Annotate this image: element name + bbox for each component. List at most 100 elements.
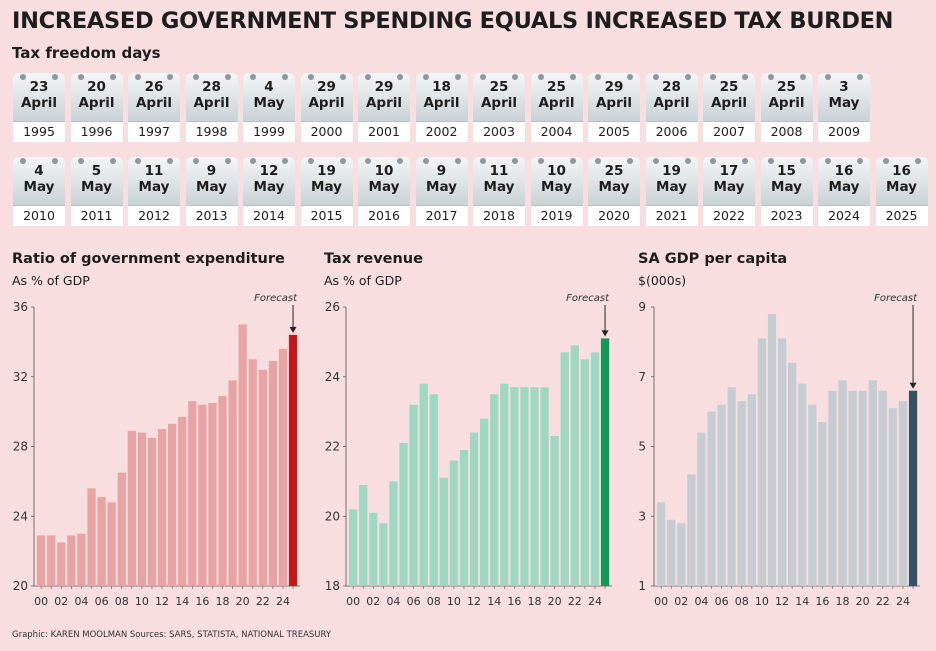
- calendar-2021: 19 May 2021: [645, 157, 698, 227]
- calendar-year: 2006: [645, 121, 698, 142]
- calendar-2014: 12 May 2014: [243, 157, 295, 227]
- calendar-year: 2012: [128, 205, 180, 226]
- calendar-day: 15: [777, 163, 796, 179]
- calendar-day: 25: [777, 79, 796, 95]
- bar-12: [157, 429, 167, 586]
- calendar-year: 2000: [300, 121, 353, 142]
- bar-03: [67, 535, 76, 586]
- calendar-2001: 29 April 2001: [358, 73, 410, 143]
- bar-16: [510, 387, 519, 586]
- calendar-month: April: [595, 95, 633, 111]
- calendar-year: 2004: [530, 121, 583, 142]
- calendar-date: 28 April: [185, 73, 238, 121]
- calendar-2003: 25 April 2003: [473, 73, 525, 143]
- calendar-month: May: [253, 179, 285, 195]
- bar-21: [868, 380, 877, 586]
- x-tick-label: 08: [735, 595, 749, 608]
- calendar-year: 1999: [243, 121, 295, 142]
- bar-09: [747, 394, 756, 586]
- calendar-1999: 4 May 1999: [243, 73, 295, 143]
- x-tick-label: 06: [715, 595, 729, 608]
- calendar-date: 12 May: [243, 157, 295, 205]
- calendar-2012: 11 May 2012: [128, 157, 180, 227]
- calendar-month: April: [308, 95, 345, 111]
- calendar-year: 1998: [185, 121, 238, 142]
- bar-20: [550, 436, 559, 586]
- bar-18: [218, 395, 227, 586]
- x-tick-label: 20: [856, 595, 870, 608]
- x-tick-label: 22: [876, 595, 890, 608]
- calendar-date: 19 May: [645, 157, 698, 205]
- expenditure-title: Ratio of government expenditure: [12, 251, 285, 267]
- calendar-day: 10: [547, 163, 566, 179]
- calendar-year: 2015: [300, 205, 353, 226]
- calendar-day: 4: [264, 79, 274, 95]
- bar-10: [137, 432, 147, 586]
- x-tick-label: 04: [694, 595, 708, 608]
- calendar-date: 25 April: [530, 73, 583, 121]
- calendar-date: 15 May: [760, 157, 813, 205]
- bar-20: [858, 390, 867, 586]
- calendar-year: 2024: [818, 205, 870, 226]
- calendar-day: 18: [432, 79, 451, 95]
- expenditure-subtitle: As % of GDP: [12, 273, 90, 288]
- y-tick-label: 24: [325, 370, 340, 384]
- calendar-month: May: [23, 179, 55, 195]
- bar-16: [198, 404, 207, 586]
- calendar-day: 25: [547, 79, 566, 95]
- bar-03: [687, 474, 696, 586]
- calendar-2009: 3 May 2009: [818, 73, 870, 143]
- calendar-2006: 28 April 2006: [645, 73, 698, 143]
- x-tick-label: 18: [528, 595, 542, 608]
- calendar-year: 2011: [70, 205, 123, 226]
- calendar-date: 10 May: [358, 157, 410, 205]
- bar-21: [248, 359, 257, 586]
- calendar-date: 29 April: [358, 73, 410, 121]
- calendar-2020: 25 May 2020: [588, 157, 640, 227]
- footer-credit: Graphic: KAREN MOOLMAN Sources: SARS, ST…: [12, 630, 332, 640]
- calendar-year: 2001: [358, 121, 410, 142]
- calendar-date: 16 May: [818, 157, 870, 205]
- gdp-per-capita-subtitle: $(000s): [638, 273, 687, 288]
- calendar-year: 2008: [760, 121, 813, 142]
- bar-14: [178, 416, 187, 586]
- bar-16: [818, 422, 827, 586]
- calendar-date: 11 May: [473, 157, 525, 205]
- x-tick-label: 12: [155, 595, 169, 608]
- calendar-year: 2020: [588, 205, 640, 226]
- y-tick-label: 7: [638, 370, 646, 384]
- x-tick-label: 02: [54, 595, 68, 608]
- bar-17: [520, 387, 529, 586]
- bar-01: [359, 484, 368, 586]
- calendar-year: 1995: [13, 121, 65, 142]
- calendar-2025: 16 May 2025: [875, 157, 928, 227]
- calendar-year: 2017: [415, 205, 468, 226]
- y-tick-label: 1: [638, 579, 646, 593]
- calendar-date: 19 May: [300, 157, 353, 205]
- calendar-2018: 11 May 2018: [473, 157, 525, 227]
- x-tick-label: 02: [674, 595, 688, 608]
- bar-12: [777, 338, 787, 586]
- calendar-day: 29: [374, 79, 394, 95]
- calendar-day: 4: [34, 163, 44, 179]
- calendar-year: 2005: [588, 121, 640, 142]
- bar-09: [439, 477, 448, 586]
- calendar-day: 25: [604, 163, 624, 179]
- calendar-year: 2023: [760, 205, 813, 226]
- calendar-2007: 25 April 2007: [703, 73, 755, 143]
- calendar-date: 10 May: [530, 157, 583, 205]
- calendar-date: 25 May: [588, 157, 640, 205]
- bar-10: [757, 338, 767, 586]
- calendar-month: May: [541, 179, 572, 195]
- x-tick-label: 24: [276, 595, 290, 608]
- bar-11: [459, 449, 469, 586]
- bar-08: [429, 394, 438, 586]
- y-tick-label: 36: [13, 300, 28, 314]
- calendar-day: 19: [662, 163, 681, 179]
- calendar-month: May: [656, 179, 687, 195]
- calendar-day: 23: [29, 79, 49, 95]
- calendar-day: 12: [259, 163, 279, 179]
- bar-01: [667, 519, 676, 586]
- bar-02: [677, 523, 686, 586]
- calendar-month: April: [653, 95, 690, 111]
